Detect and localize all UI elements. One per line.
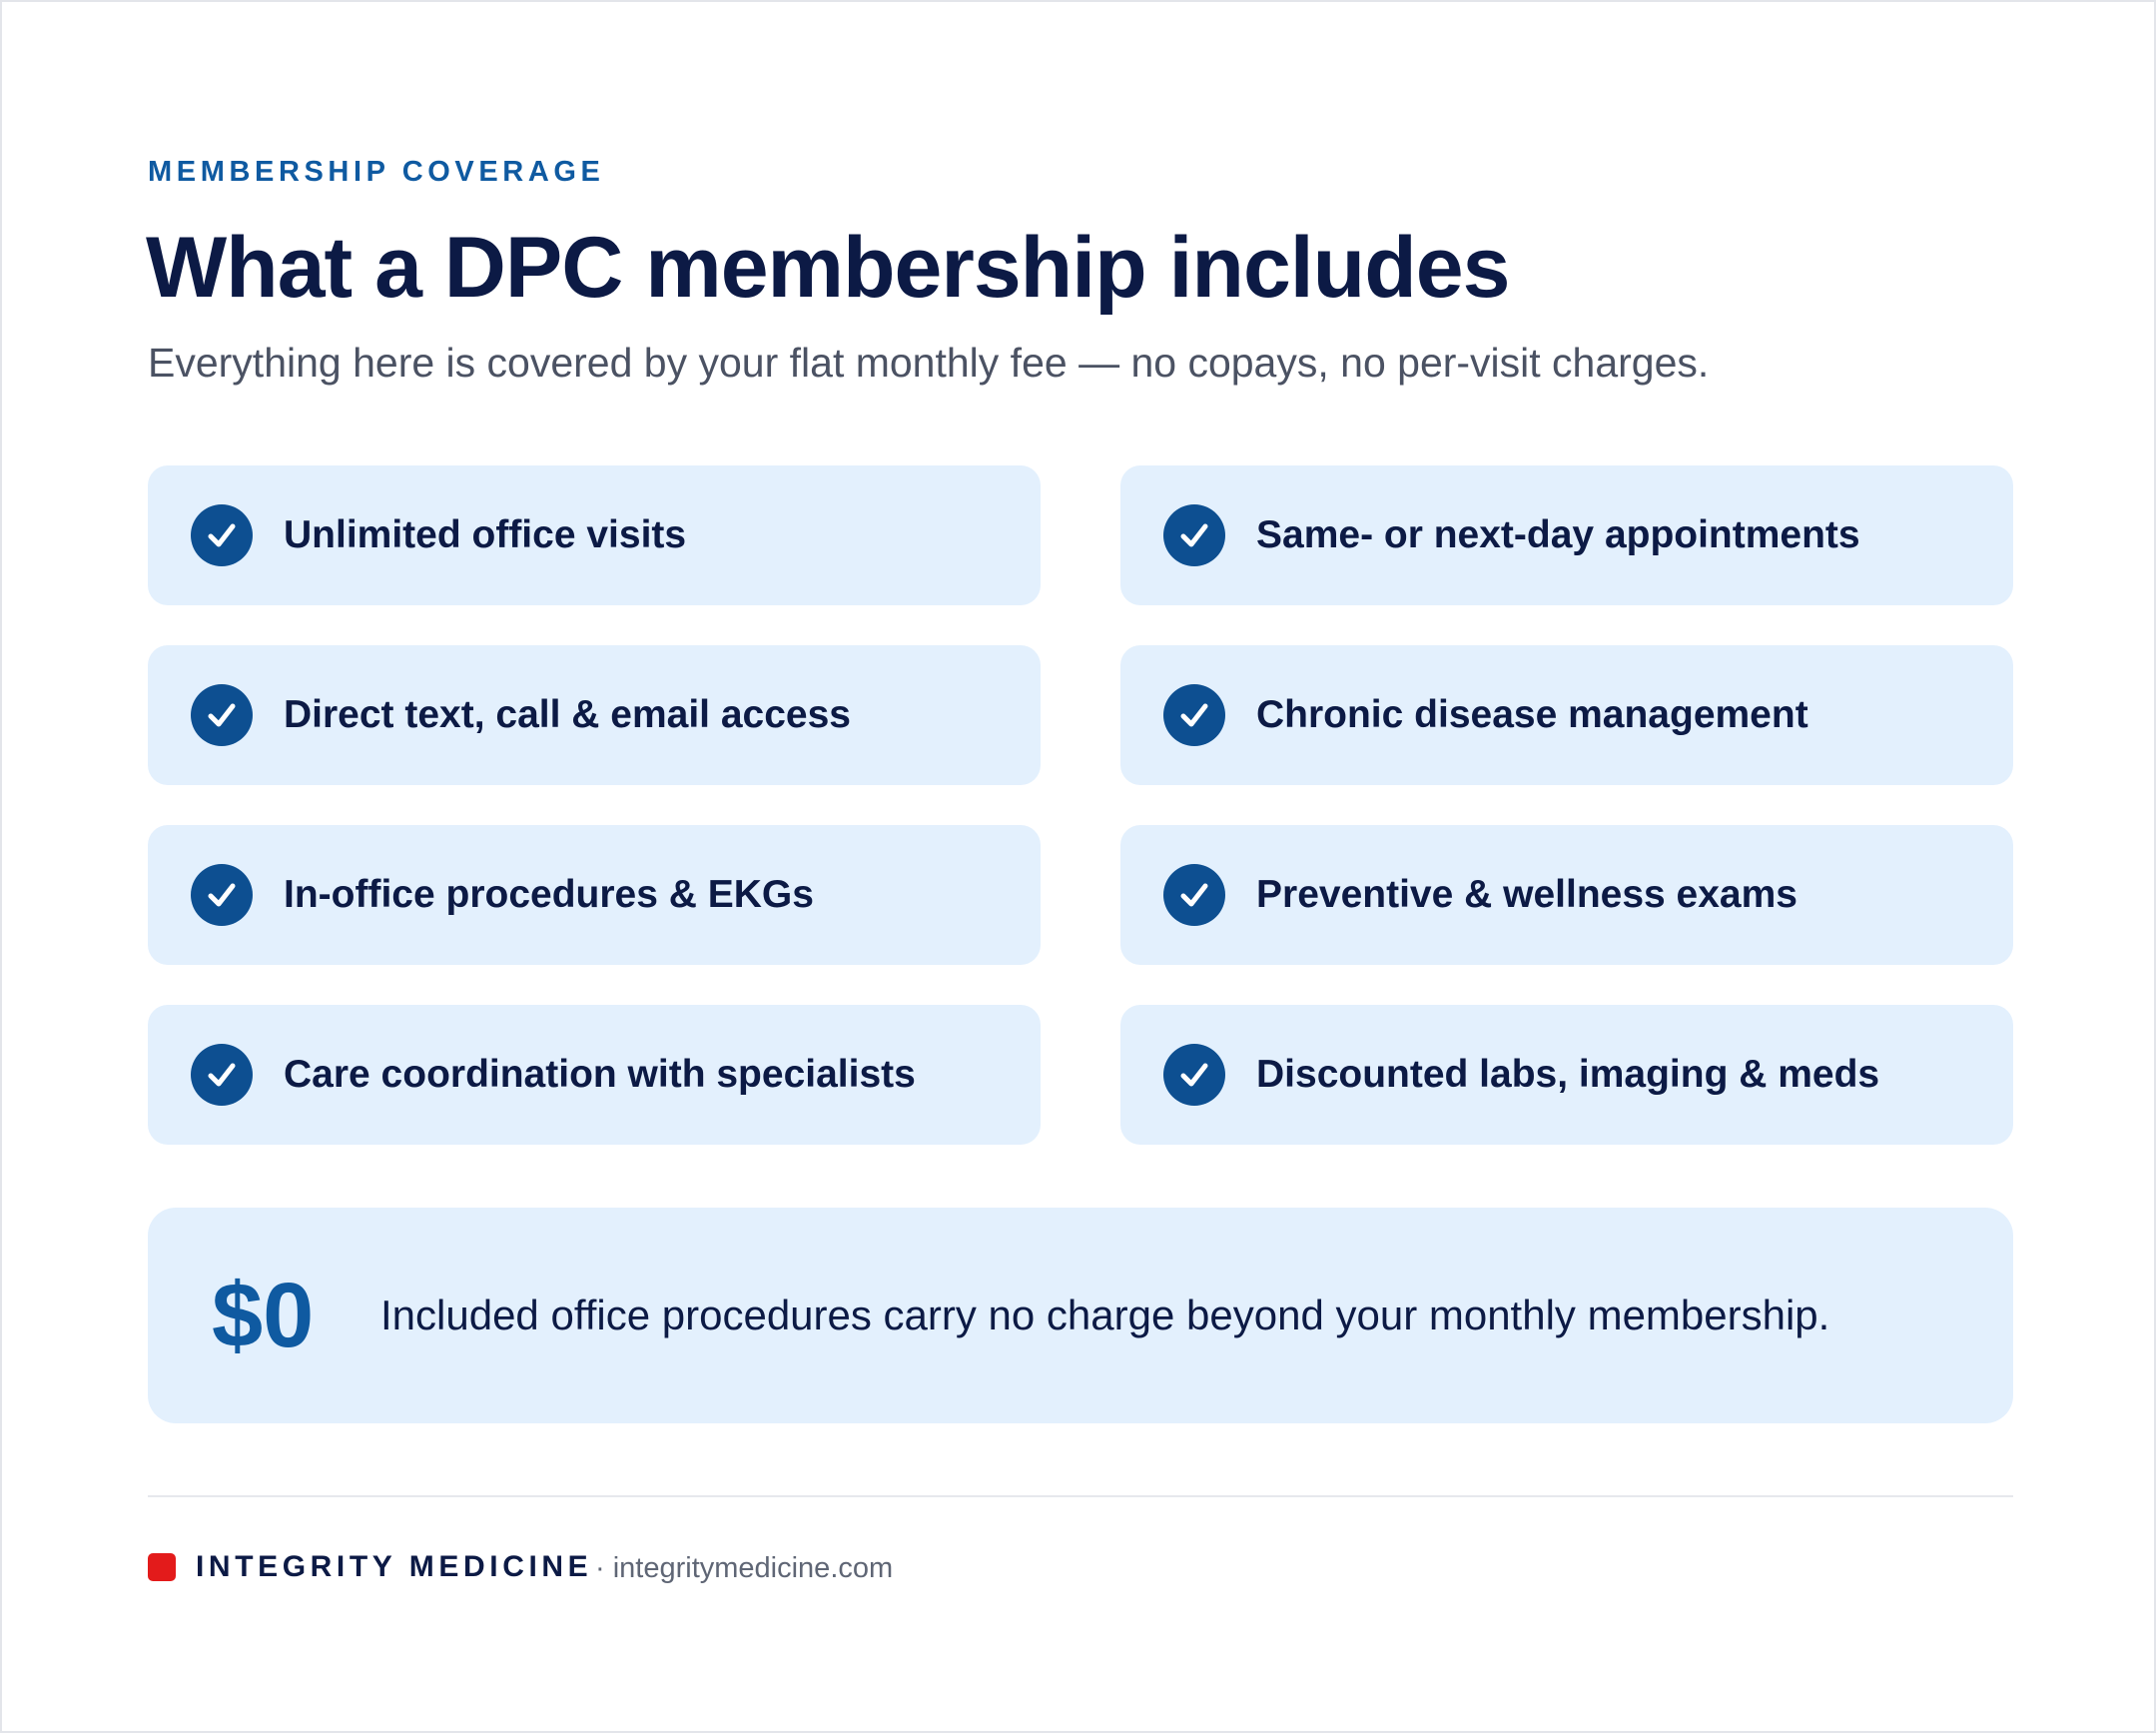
feature-label: Discounted labs, imaging & meds: [1256, 1053, 1880, 1096]
feature-label: Direct text, call & email access: [284, 693, 851, 736]
feature-card: In-office procedures & EKGs: [148, 825, 1041, 965]
feature-card: Unlimited office visits: [148, 465, 1041, 605]
feature-label: Same- or next-day appointments: [1256, 513, 1860, 556]
check-circle-icon: [191, 684, 253, 746]
brand-url: · integritymedicine.com: [595, 1552, 894, 1584]
feature-label: Care coordination with specialists: [284, 1053, 916, 1096]
feature-label: In-office procedures & EKGs: [284, 873, 814, 916]
check-circle-icon: [1163, 864, 1225, 926]
feature-label: Unlimited office visits: [284, 513, 687, 556]
feature-card: Care coordination with specialists: [148, 1005, 1041, 1145]
price-callout: $0 Included office procedures carry no c…: [148, 1208, 2013, 1423]
feature-card: Same- or next-day appointments: [1120, 465, 2013, 605]
brand-logo-mark: [148, 1553, 176, 1581]
section-eyebrow: MEMBERSHIP COVERAGE: [148, 156, 605, 188]
page-subtitle: Everything here is covered by your flat …: [148, 340, 1710, 386]
check-circle-icon: [1163, 684, 1225, 746]
feature-card: Preventive & wellness exams: [1120, 825, 2013, 965]
callout-value: $0: [212, 1265, 315, 1366]
feature-label: Chronic disease management: [1256, 693, 1808, 736]
check-circle-icon: [191, 504, 253, 566]
callout-text: Included office procedures carry no char…: [380, 1292, 1830, 1338]
feature-card: Direct text, call & email access: [148, 645, 1041, 785]
check-circle-icon: [191, 1044, 253, 1106]
feature-card: Discounted labs, imaging & meds: [1120, 1005, 2013, 1145]
feature-label: Preventive & wellness exams: [1256, 873, 1797, 916]
footer-divider: [148, 1495, 2013, 1497]
check-circle-icon: [1163, 504, 1225, 566]
check-circle-icon: [191, 864, 253, 926]
feature-card: Chronic disease management: [1120, 645, 2013, 785]
brand-name: INTEGRITY MEDICINE: [196, 1550, 593, 1583]
page-title: What a DPC membership includes: [146, 220, 1510, 316]
check-circle-icon: [1163, 1044, 1225, 1106]
